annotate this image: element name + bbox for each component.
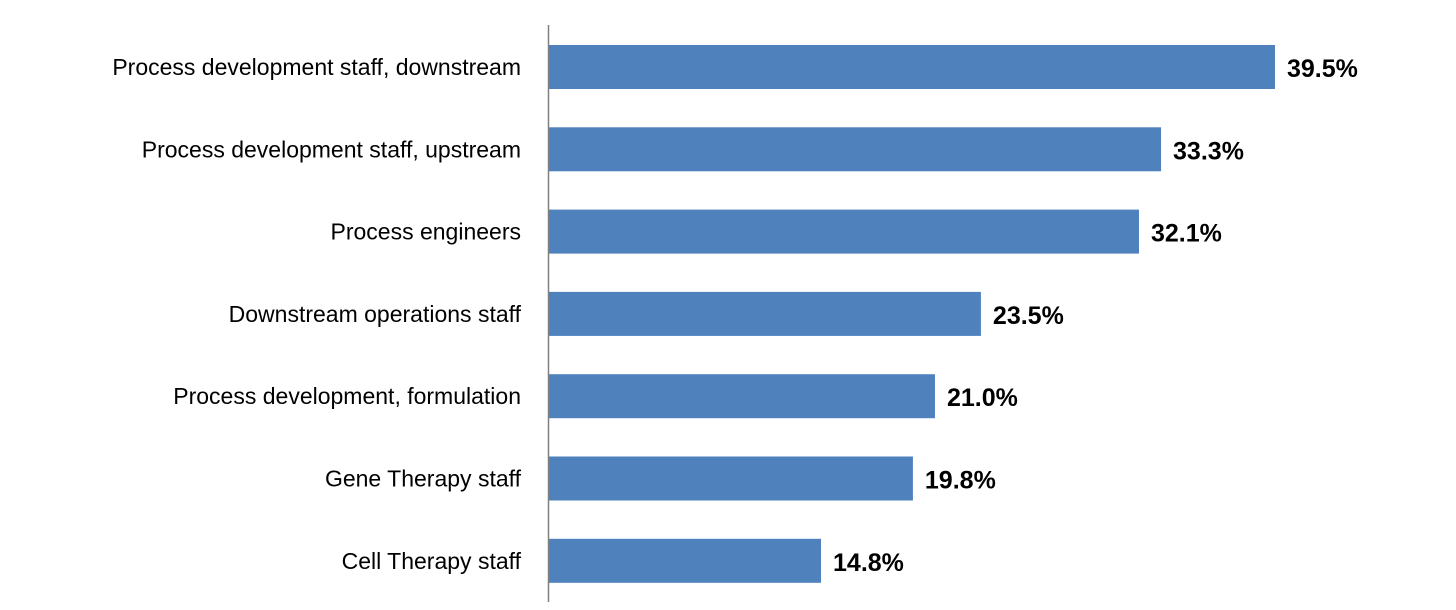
bar-3 bbox=[549, 291, 981, 336]
category-label: Process development staff, downstream bbox=[112, 54, 521, 80]
value-label: 32.1% bbox=[1151, 220, 1222, 248]
value-label: 14.8% bbox=[833, 549, 904, 577]
category-label: Process engineers bbox=[331, 219, 522, 245]
category-label: Process development staff, upstream bbox=[142, 136, 521, 162]
bar-2 bbox=[549, 209, 1139, 254]
category-label: Downstream operations staff bbox=[229, 301, 522, 327]
value-label: 21.0% bbox=[947, 384, 1018, 412]
bar-5 bbox=[549, 456, 913, 501]
bar-1 bbox=[549, 127, 1162, 172]
category-label: Cell Therapy staff bbox=[342, 548, 522, 574]
value-label: 23.5% bbox=[993, 302, 1064, 330]
bar-4 bbox=[549, 374, 935, 419]
bar-0 bbox=[549, 45, 1275, 89]
value-label: 39.5% bbox=[1287, 55, 1358, 83]
bar-6 bbox=[549, 538, 822, 583]
value-label: 19.8% bbox=[925, 467, 996, 495]
value-label: 33.3% bbox=[1173, 137, 1244, 165]
bars-group: Process development staff, downstream 39.… bbox=[112, 45, 1358, 583]
category-label: Process development, formulation bbox=[173, 383, 521, 409]
category-label: Gene Therapy staff bbox=[325, 466, 522, 492]
